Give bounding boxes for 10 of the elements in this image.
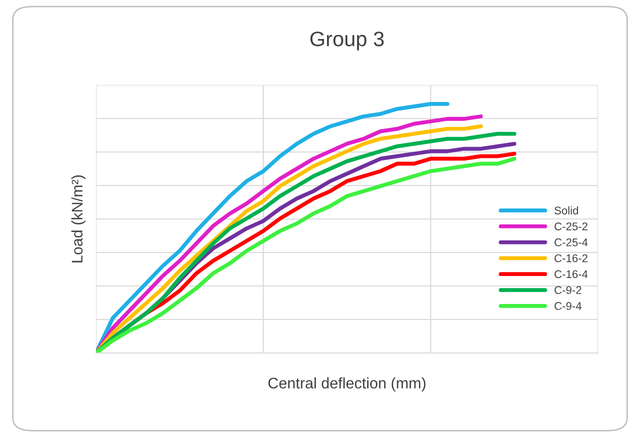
chart-title: Group 3 (310, 32, 384, 50)
x-axis-title: Central deflection (mm) (268, 377, 426, 392)
legend-label: Solid (554, 206, 578, 214)
y-axis-title: Load (kN/m²) (71, 175, 86, 262)
legend-label: C-9-4 (554, 302, 582, 310)
legend-label: C-16-4 (554, 270, 588, 278)
legend-label: C-25-4 (554, 238, 588, 246)
legend-label: C-16-2 (554, 254, 588, 262)
legend-label: C-25-2 (554, 222, 588, 230)
legend-label: C-9-2 (554, 286, 582, 294)
